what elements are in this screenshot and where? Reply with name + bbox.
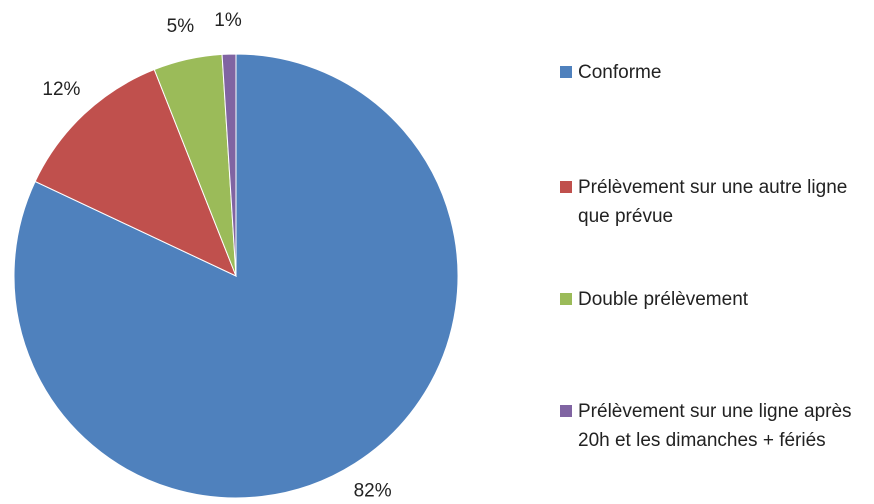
data-label: 82% [354, 480, 392, 501]
data-label: 5% [167, 16, 195, 37]
legend-label: Prélèvement sur une ligne après 20h et l… [578, 401, 852, 451]
legend-label: Conforme [578, 62, 662, 83]
legend-entry: Prélèvement sur une ligne après 20h et l… [560, 397, 865, 455]
legend-swatch [560, 405, 572, 417]
legend-entry: Double prélèvement [560, 285, 865, 314]
legend-entry: Prélèvement sur une autre ligne que prév… [560, 173, 865, 231]
legend-swatch [560, 293, 572, 305]
pie-slice [221, 53, 237, 277]
legend-swatch [560, 181, 572, 193]
pie-slice [13, 53, 459, 499]
data-label: 12% [42, 79, 80, 100]
pie-slice [34, 68, 237, 277]
legend-label: Prélèvement sur une autre ligne que prév… [578, 177, 848, 227]
legend-label: Double prélèvement [578, 289, 749, 310]
legend-swatch [560, 66, 572, 78]
data-label: 1% [214, 10, 242, 31]
legend-entry: Conforme [560, 58, 865, 87]
